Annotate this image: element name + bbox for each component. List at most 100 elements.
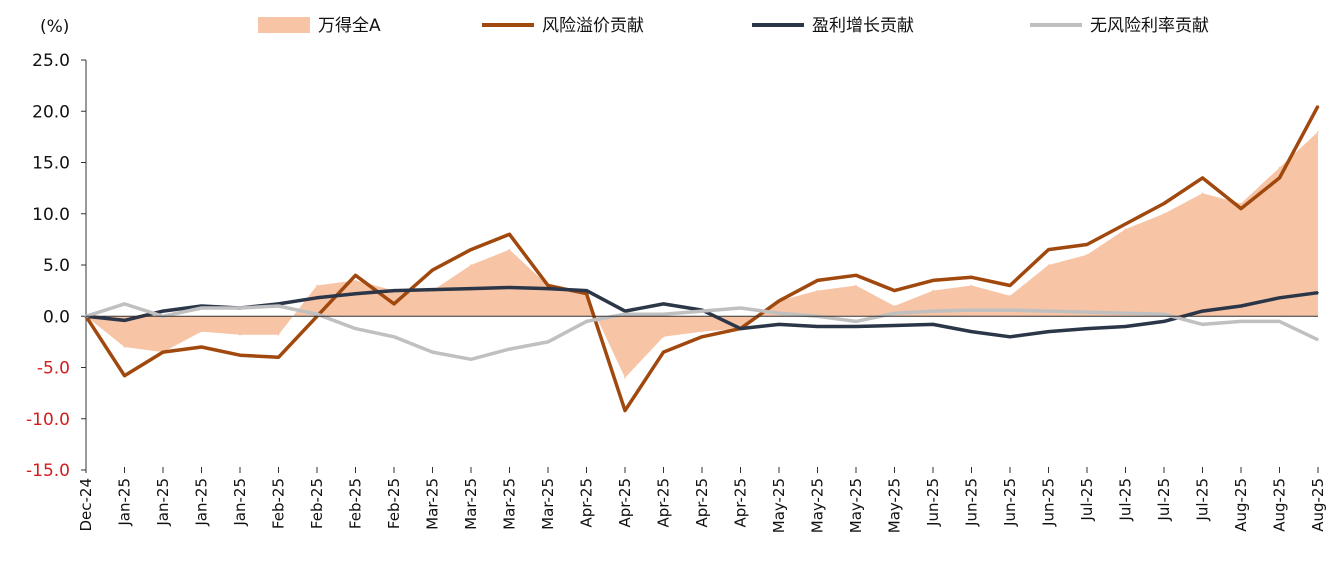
point-2-29 — [1201, 310, 1204, 312]
point-1-3 — [200, 346, 203, 348]
legend-label: 无风险利率贡献 — [1090, 16, 1209, 36]
point-3-22 — [932, 310, 934, 312]
point-1-20 — [855, 274, 857, 277]
legend-label: 万得全A — [318, 16, 381, 36]
x-tick-label: Jul-25 — [1155, 478, 1173, 522]
point-3-16 — [701, 310, 703, 312]
point-1-8 — [393, 303, 395, 305]
point-0-26 — [1086, 254, 1088, 256]
point-2-22 — [932, 323, 934, 326]
point-0-7 — [354, 279, 357, 282]
point-0-20 — [855, 284, 857, 287]
y-tick-label: 10.0 — [32, 205, 70, 225]
point-2-10 — [470, 287, 472, 290]
point-3-14 — [624, 313, 626, 316]
point-1-12 — [547, 284, 549, 287]
x-tick-label: Jun-25 — [963, 478, 981, 527]
point-2-30 — [1240, 305, 1242, 307]
y-tick-label: 0.0 — [43, 307, 70, 327]
point-0-23 — [970, 284, 973, 287]
point-3-28 — [1163, 313, 1165, 316]
point-3-29 — [1201, 323, 1204, 326]
point-0-3 — [200, 330, 203, 333]
point-3-10 — [470, 358, 472, 361]
point-2-12 — [547, 287, 549, 290]
point-1-19 — [816, 279, 819, 282]
x-tick-label: Jan-25 — [116, 478, 134, 527]
point-3-12 — [547, 341, 549, 343]
point-1-2 — [162, 351, 164, 353]
point-1-30 — [1240, 207, 1242, 210]
point-3-27 — [1124, 312, 1127, 315]
plot-area — [84, 105, 1320, 413]
x-tick-label: Jun-25 — [924, 478, 942, 527]
point-0-14 — [624, 377, 626, 379]
point-0-31 — [1278, 166, 1281, 169]
point-0-27 — [1124, 228, 1127, 230]
point-0-4 — [239, 333, 241, 336]
point-0-6 — [316, 284, 318, 287]
point-1-7 — [354, 274, 357, 277]
point-2-13 — [585, 289, 588, 292]
x-tick-label: Apr-25 — [693, 478, 711, 528]
point-3-13 — [585, 320, 588, 323]
x-tick-label: Mar-25 — [539, 478, 557, 530]
point-3-26 — [1086, 311, 1088, 313]
point-0-19 — [816, 289, 819, 292]
point-2-20 — [855, 325, 857, 328]
point-2-11 — [508, 286, 511, 289]
point-3-18 — [778, 312, 780, 315]
legend-label: 风险溢价贡献 — [542, 16, 644, 36]
x-tick-label: Jan-25 — [193, 478, 211, 527]
point-3-15 — [662, 313, 665, 316]
point-2-15 — [662, 303, 665, 305]
x-tick-label: May-25 — [770, 478, 788, 533]
point-1-27 — [1124, 223, 1127, 225]
x-tick-label: Mar-25 — [424, 478, 442, 530]
point-2-28 — [1163, 320, 1165, 323]
point-2-6 — [316, 297, 318, 299]
point-3-1 — [123, 303, 126, 305]
x-tick-label: May-25 — [809, 478, 827, 533]
point-3-7 — [354, 327, 357, 330]
point-3-32 — [1317, 339, 1319, 341]
point-2-32 — [1317, 291, 1319, 294]
point-1-31 — [1278, 177, 1281, 179]
point-2-9 — [431, 288, 434, 291]
point-3-4 — [239, 307, 241, 309]
point-1-23 — [970, 276, 973, 279]
x-tick-label: Apr-25 — [655, 478, 673, 528]
x-tick-label: Jul-25 — [1117, 478, 1135, 522]
point-1-29 — [1201, 177, 1204, 179]
point-0-24 — [1009, 295, 1011, 297]
y-tick-label: 5.0 — [43, 256, 70, 276]
point-3-11 — [508, 348, 511, 350]
point-2-19 — [816, 325, 819, 328]
point-0-15 — [662, 336, 665, 338]
point-0-32 — [1317, 131, 1319, 133]
point-1-25 — [1047, 248, 1050, 251]
point-2-31 — [1278, 297, 1281, 299]
point-1-5 — [277, 356, 280, 359]
point-2-25 — [1047, 330, 1050, 333]
point-1-18 — [778, 300, 780, 302]
point-3-9 — [431, 351, 434, 353]
point-0-25 — [1047, 264, 1050, 266]
point-3-31 — [1278, 320, 1281, 323]
point-2-1 — [123, 319, 126, 322]
point-2-8 — [393, 289, 395, 292]
point-3-6 — [316, 313, 318, 316]
y-axis: 25.0 20.0 15.0 10.0 5.0 0.0 -5.0 -10.0 -15.0 — [26, 51, 87, 481]
x-tick-label: Jul-25 — [1078, 478, 1096, 522]
point-0-5 — [277, 333, 280, 336]
point-1-9 — [431, 269, 434, 271]
point-3-30 — [1240, 320, 1242, 323]
point-1-24 — [1009, 284, 1011, 287]
x-tick-label: Jun-25 — [1001, 478, 1019, 527]
y-tick-label: 15.0 — [32, 154, 70, 174]
x-tick-label: Feb-25 — [308, 478, 326, 529]
x-tick-label: Feb-25 — [385, 478, 403, 529]
point-0-10 — [470, 264, 472, 266]
point-2-26 — [1086, 327, 1088, 330]
